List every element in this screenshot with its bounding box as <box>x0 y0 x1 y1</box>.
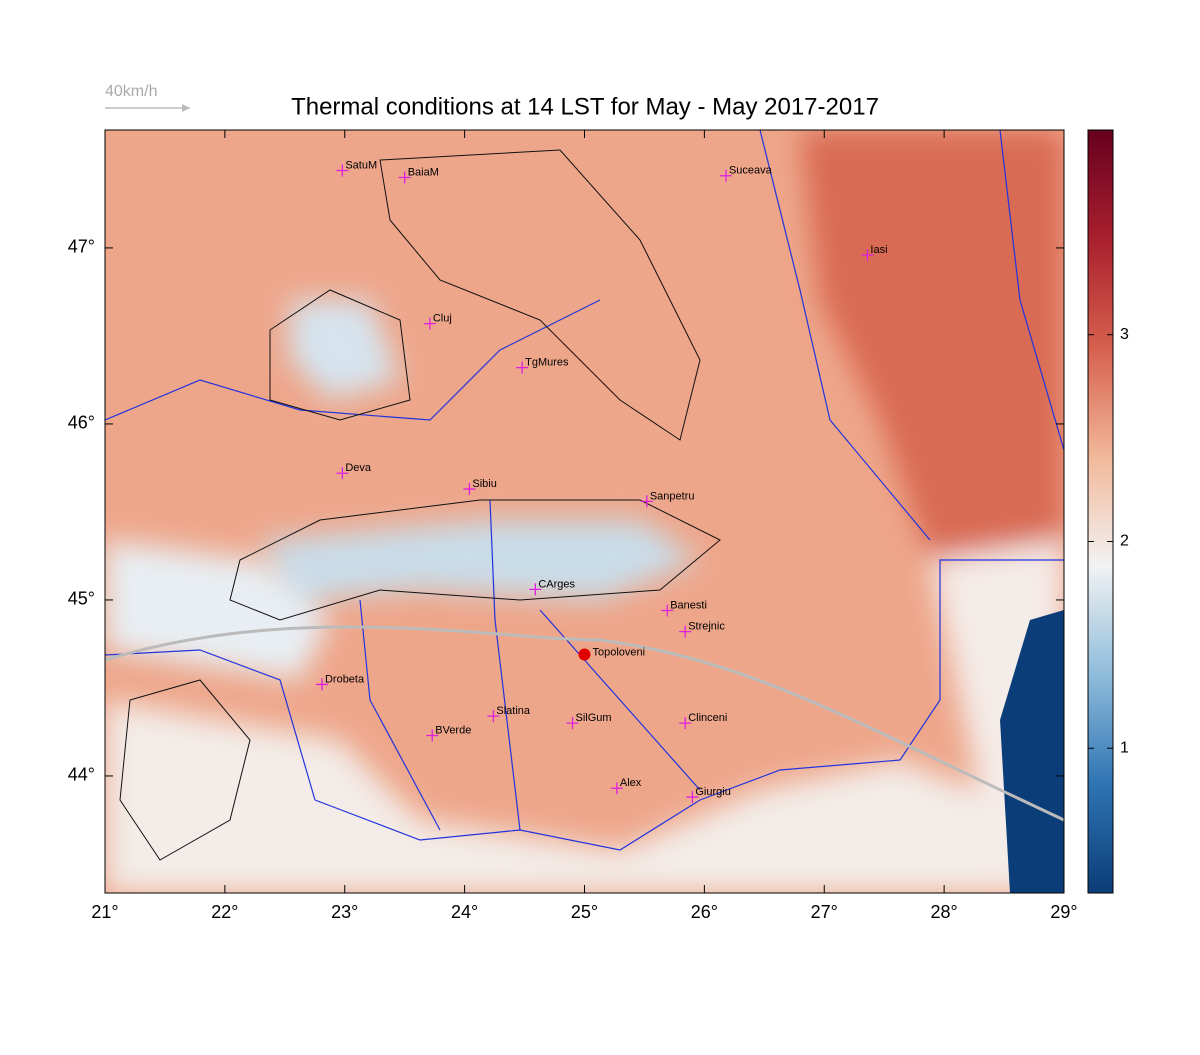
city-label: Slatina <box>496 705 531 717</box>
prut <box>999 130 1064 451</box>
city-label: Strejnic <box>688 621 725 633</box>
contour-carpathians <box>229 499 721 621</box>
city-label: Drobeta <box>325 673 365 685</box>
siret <box>759 130 931 541</box>
city-label: Sibiu <box>472 478 496 490</box>
cool-south <box>105 700 1000 893</box>
colorbar-tick-label: 3 <box>1120 326 1129 343</box>
map-field <box>105 130 1064 893</box>
contour-southwest <box>119 679 251 861</box>
city-label: Clinceni <box>688 712 727 724</box>
city-marker <box>566 717 579 730</box>
city-label: BaiaM <box>408 166 439 178</box>
city-label: Cluj <box>433 313 452 325</box>
city-label: CArges <box>538 578 575 590</box>
x-tick-label: 28° <box>931 902 958 922</box>
y-tick-label: 47° <box>68 237 95 257</box>
city-marker <box>719 169 732 182</box>
city-label: SatuM <box>345 159 377 171</box>
contour-north <box>379 149 701 441</box>
city-marker <box>679 717 692 730</box>
city-marker <box>487 710 500 723</box>
city-marker <box>640 495 653 508</box>
city-label: Sanpetru <box>650 490 695 502</box>
mures <box>105 299 601 421</box>
colorbar <box>1087 129 1114 894</box>
y-tick-label: 45° <box>68 589 95 609</box>
highlight-marker <box>578 648 591 661</box>
city-marker <box>610 782 623 795</box>
x-tick-label: 27° <box>811 902 838 922</box>
city-label: Suceava <box>729 165 773 177</box>
city-marker <box>529 583 542 596</box>
wind-scale-label: 40km/h <box>105 83 157 100</box>
x-tick-label: 23° <box>331 902 358 922</box>
x-tick-label: 29° <box>1050 902 1077 922</box>
city-label: Iasi <box>870 244 887 256</box>
colorbar-tick-label: 2 <box>1120 533 1129 550</box>
city-marker <box>686 791 699 804</box>
city-marker <box>423 317 436 330</box>
city-marker <box>398 171 411 184</box>
city-label: SilGum <box>576 712 612 724</box>
warm-northeast <box>800 130 1064 560</box>
x-tick-label: 25° <box>571 902 598 922</box>
cool-apuseni <box>290 300 400 400</box>
border <box>105 625 1064 822</box>
highlight-label: Topoloveni <box>593 646 646 658</box>
city-marker <box>679 625 692 638</box>
x-tick-label: 21° <box>91 902 118 922</box>
city-marker <box>463 483 476 496</box>
contour-apuseni <box>269 289 411 421</box>
danube-west <box>105 649 316 801</box>
city-label: Giurgiu <box>695 786 730 798</box>
danube <box>314 559 1064 851</box>
cool-carpathians <box>260 520 700 600</box>
city-marker <box>426 729 439 742</box>
jiu <box>359 599 441 831</box>
contours <box>119 149 721 861</box>
olt <box>489 499 521 831</box>
colorbar-tick-label: 1 <box>1120 739 1129 756</box>
city-label: Alex <box>620 777 642 789</box>
rivers <box>105 130 1064 851</box>
city-marker <box>861 248 874 261</box>
title: Thermal conditions at 14 LST for May - M… <box>291 93 879 120</box>
city-label: Banesti <box>670 599 707 611</box>
black-sea <box>1000 610 1064 893</box>
y-tick-label: 46° <box>68 413 95 433</box>
x-tick-label: 24° <box>451 902 478 922</box>
city-marker <box>336 164 349 177</box>
city-label: TgMures <box>525 357 569 369</box>
x-tick-label: 22° <box>211 902 238 922</box>
city-label: Deva <box>345 462 372 474</box>
y-tick-label: 44° <box>68 765 95 785</box>
city-marker <box>336 467 349 480</box>
city-label: BVerde <box>435 724 471 736</box>
wind-scale-head <box>182 104 190 112</box>
city-marker <box>661 604 674 617</box>
city-marker <box>315 678 328 691</box>
x-tick-label: 26° <box>691 902 718 922</box>
city-marker <box>516 361 529 374</box>
